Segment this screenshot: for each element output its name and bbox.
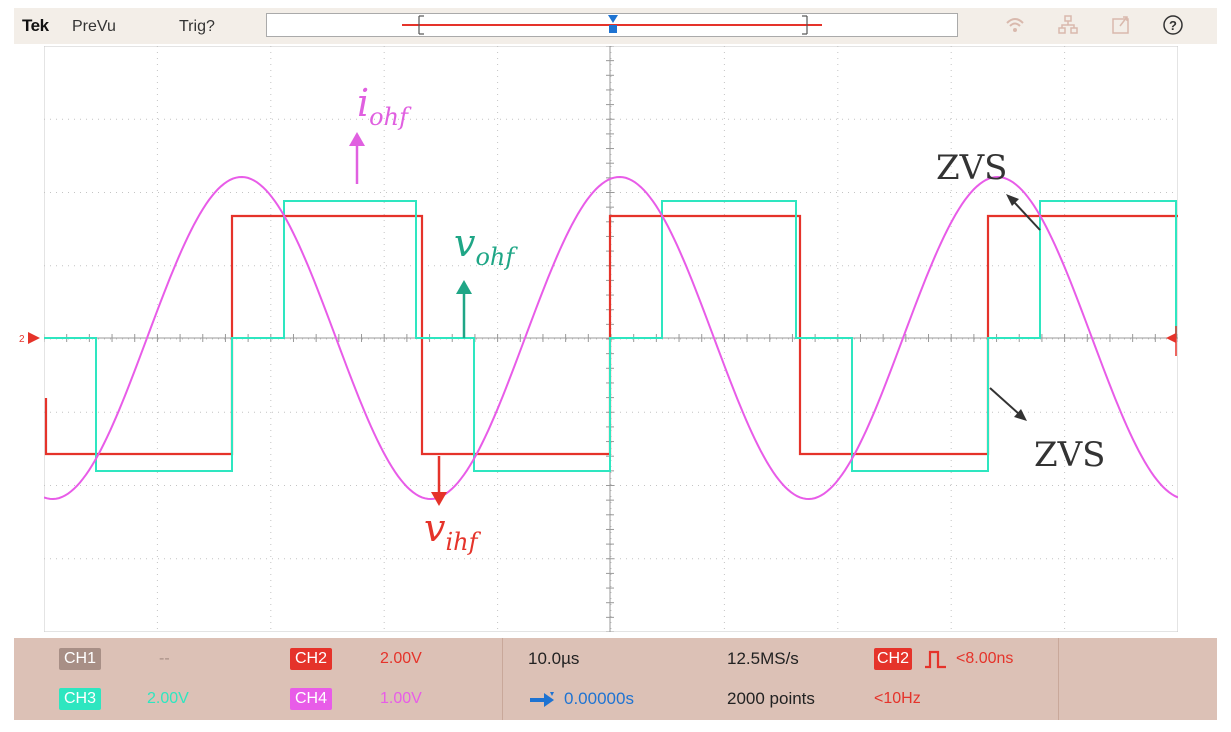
ch1-badge[interactable]: CH1 <box>59 648 102 670</box>
menu-trig[interactable]: Trig? <box>179 18 215 35</box>
ch4-badge[interactable]: CH4 <box>290 688 333 710</box>
ch3-badge[interactable]: CH3 <box>59 688 102 710</box>
wifi-icon[interactable] <box>1004 14 1026 36</box>
status-panel: CH1 -- CH2 2.00V CH3 2.00V CH4 1.00V 10.… <box>14 638 1217 720</box>
top-bar: Tek PreVu Trig? ? <box>14 8 1217 44</box>
trigger-frequency: <10Hz <box>874 690 921 707</box>
horizontal-scale[interactable]: 10.0µs <box>528 649 580 668</box>
traces <box>44 175 1178 501</box>
network-icon[interactable] <box>1057 14 1079 36</box>
svg-text:2: 2 <box>19 334 25 345</box>
ch4-scale: 1.00V <box>380 690 422 707</box>
pulse-icon <box>924 649 948 669</box>
svg-text:vihf: vihf <box>424 506 482 556</box>
ch2-offset-marker-right <box>1166 333 1176 343</box>
ch1-scale: -- <box>159 650 170 667</box>
record-overview-bar[interactable] <box>266 13 958 37</box>
zvs-top-annotation: ZVS <box>936 148 1041 231</box>
svg-text:vohf: vohf <box>454 221 518 271</box>
overview-trigger-marker <box>608 15 618 23</box>
ch3-scale: 2.00V <box>147 690 189 707</box>
v-ihf-annotation: vihf <box>424 456 482 556</box>
waveform-display[interactable]: iohf vohf vihf ZVS <box>44 46 1178 632</box>
ch2-scale: 2.00V <box>380 650 422 667</box>
svg-text:ZVS: ZVS <box>936 148 1007 188</box>
record-length: 2000 points <box>727 689 815 708</box>
annotations: iohf vohf vihf ZVS <box>349 81 1105 556</box>
waveform-graticule: iohf vohf vihf ZVS <box>44 46 1178 632</box>
horizontal-position-icon <box>528 690 558 710</box>
ch2-ground-marker[interactable]: 2 <box>14 330 44 346</box>
trigger-condition: <8.00ns <box>956 650 1014 667</box>
zvs-bottom-annotation: ZVS <box>989 387 1105 475</box>
svg-text:?: ? <box>1169 18 1177 33</box>
ch2-badge[interactable]: CH2 <box>290 648 333 670</box>
trigger-source-badge[interactable]: CH2 <box>874 648 913 670</box>
share-icon[interactable] <box>1110 14 1132 36</box>
menu-prevu[interactable]: PreVu <box>72 18 116 35</box>
svg-text:iohf: iohf <box>357 81 412 131</box>
tek-logo: Tek <box>22 16 49 35</box>
sample-rate: 12.5MS/s <box>727 649 799 668</box>
ch4-trace <box>44 175 1178 501</box>
v-ohf-annotation: vohf <box>454 221 518 338</box>
ch3-trace <box>44 200 1177 472</box>
help-icon[interactable]: ? <box>1162 14 1184 36</box>
record-overview-graphic <box>402 15 822 35</box>
horizontal-position[interactable]: 0.00000s <box>564 689 634 708</box>
i-ohf-annotation: iohf <box>349 81 412 184</box>
svg-text:ZVS: ZVS <box>1034 435 1105 475</box>
